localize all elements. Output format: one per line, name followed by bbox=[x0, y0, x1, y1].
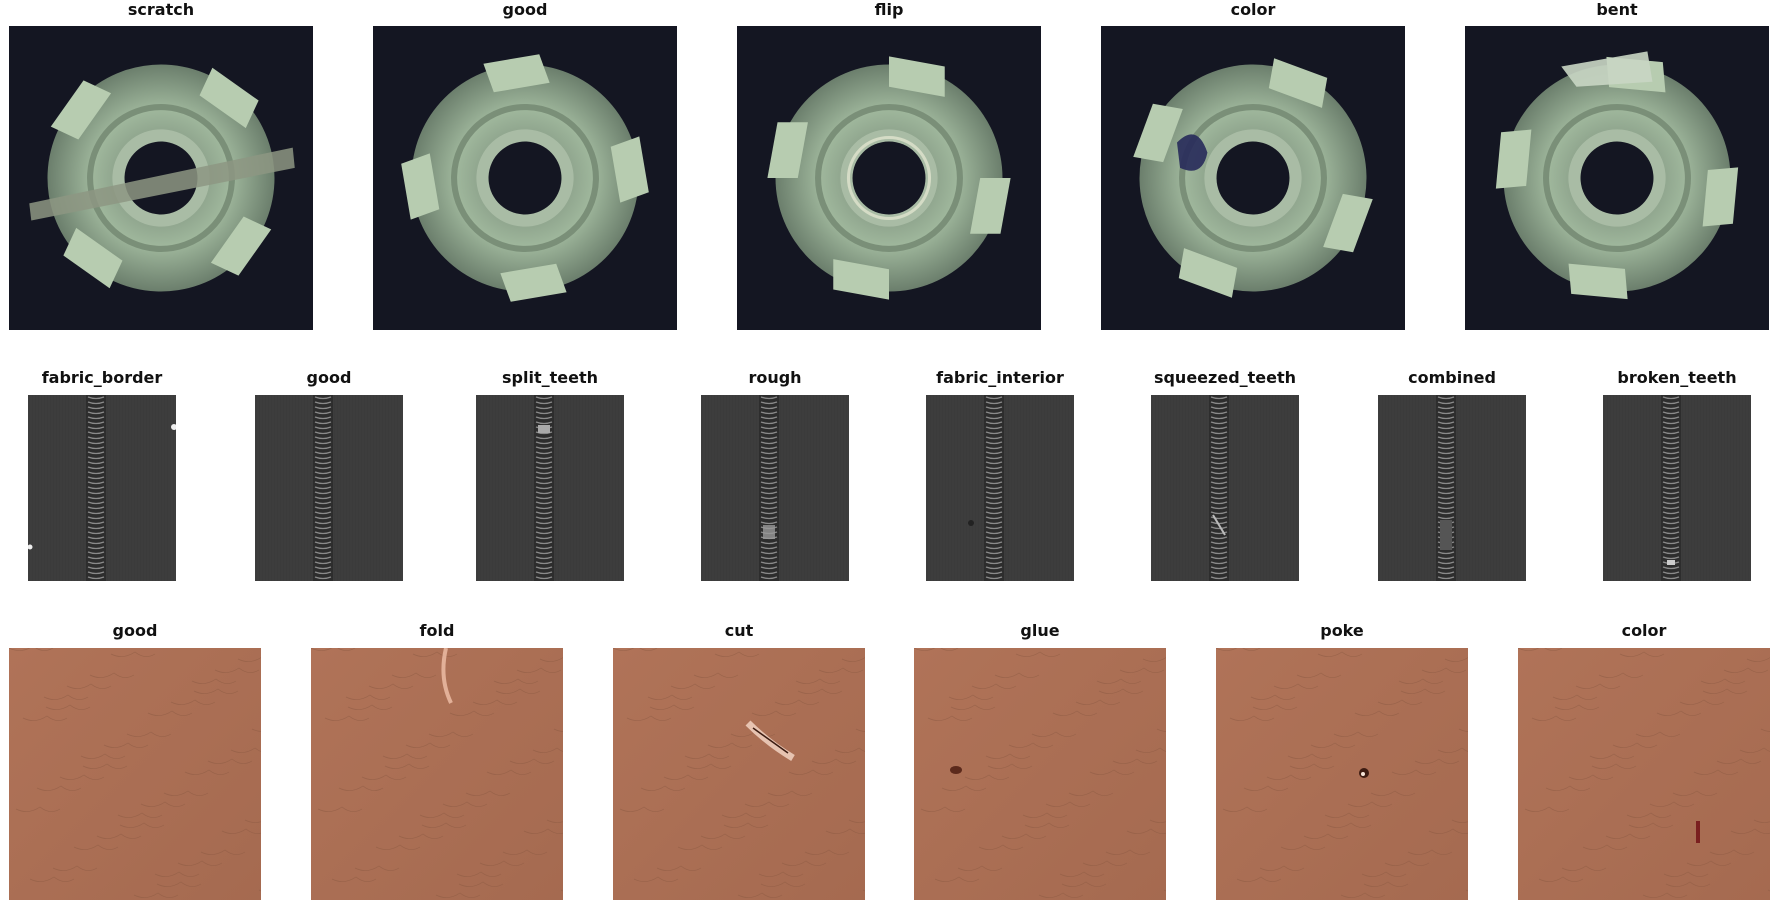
zipper-image bbox=[28, 395, 176, 581]
panel-title: bent bbox=[1596, 0, 1638, 19]
zipper-panel-squeezed-teeth: squeezed_teeth bbox=[1151, 368, 1299, 581]
leather-image bbox=[311, 648, 563, 900]
metal-nut-image bbox=[373, 26, 677, 330]
zipper-panel-good: good bbox=[255, 368, 403, 581]
panel-title: combined bbox=[1408, 368, 1496, 387]
panel-title: cut bbox=[724, 621, 754, 640]
metal-nut-row: scratch good bbox=[0, 0, 1777, 335]
panel-title: fabric_border bbox=[41, 368, 163, 387]
leather-image bbox=[914, 648, 1166, 900]
zipper-panel-fabric-border: fabric_border bbox=[28, 368, 176, 581]
leather-image bbox=[9, 648, 261, 900]
zipper-image bbox=[701, 395, 849, 581]
panel-title: good bbox=[306, 368, 352, 387]
zipper-panel-combined: combined bbox=[1378, 368, 1526, 581]
panel-title: poke bbox=[1320, 621, 1364, 640]
zipper-row: fabric_border good split_teeth rough fab… bbox=[0, 368, 1777, 586]
leather-panel-poke: poke bbox=[1216, 621, 1468, 900]
leather-image bbox=[613, 648, 865, 900]
panel-title: rough bbox=[748, 368, 802, 387]
zipper-image bbox=[1603, 395, 1751, 581]
zipper-image bbox=[926, 395, 1074, 581]
leather-panel-good: good bbox=[9, 621, 261, 900]
zipper-image bbox=[476, 395, 624, 581]
metal-nut-panel-color: color bbox=[1101, 0, 1405, 330]
leather-panel-glue: glue bbox=[914, 621, 1166, 900]
panel-title: broken_teeth bbox=[1617, 368, 1737, 387]
panel-title: split_teeth bbox=[502, 368, 598, 387]
panel-title: flip bbox=[874, 0, 904, 19]
zipper-panel-rough: rough bbox=[701, 368, 849, 581]
metal-nut-panel-good: good bbox=[373, 0, 677, 330]
metal-nut-image bbox=[1101, 26, 1405, 330]
leather-image bbox=[1216, 648, 1468, 900]
panel-title: good bbox=[502, 0, 548, 19]
panel-title: fabric_interior bbox=[936, 368, 1064, 387]
metal-nut-panel-scratch: scratch bbox=[9, 0, 313, 330]
zipper-image bbox=[1378, 395, 1526, 581]
zipper-panel-fabric-interior: fabric_interior bbox=[926, 368, 1074, 581]
panel-title: good bbox=[112, 621, 158, 640]
zipper-panel-broken-teeth: broken_teeth bbox=[1603, 368, 1751, 581]
metal-nut-panel-flip: flip bbox=[737, 0, 1041, 330]
panel-title: color bbox=[1230, 0, 1276, 19]
leather-panel-cut: cut bbox=[613, 621, 865, 900]
metal-nut-image bbox=[737, 26, 1041, 330]
zipper-image bbox=[255, 395, 403, 581]
leather-panel-color: color bbox=[1518, 621, 1770, 900]
leather-panel-fold: fold bbox=[311, 621, 563, 900]
zipper-image bbox=[1151, 395, 1299, 581]
leather-image bbox=[1518, 648, 1770, 900]
panel-title: color bbox=[1621, 621, 1667, 640]
panel-title: glue bbox=[1020, 621, 1060, 640]
panel-title: squeezed_teeth bbox=[1153, 368, 1297, 387]
panel-title: fold bbox=[419, 621, 455, 640]
metal-nut-image bbox=[1465, 26, 1769, 330]
metal-nut-panel-bent: bent bbox=[1465, 0, 1769, 330]
panel-title: scratch bbox=[127, 0, 195, 19]
leather-row: good fold cut glue bbox=[0, 621, 1777, 907]
metal-nut-image bbox=[9, 26, 313, 330]
zipper-panel-split-teeth: split_teeth bbox=[476, 368, 624, 581]
